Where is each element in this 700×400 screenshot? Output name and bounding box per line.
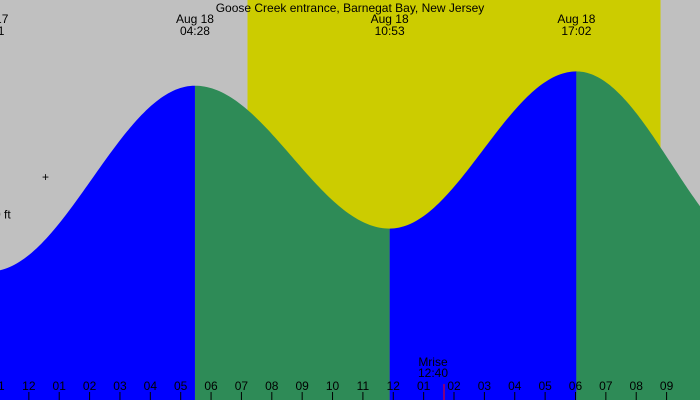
moonrise-time: 12:40 <box>418 366 448 380</box>
hour-tick-label: 12 <box>22 379 36 393</box>
hour-tick-label: 05 <box>538 379 552 393</box>
hour-tick-label: 06 <box>204 379 218 393</box>
hour-tick-label: 11 <box>357 379 370 393</box>
chart-title: Goose Creek entrance, Barnegat Bay, New … <box>216 1 485 15</box>
hour-tick-label: 03 <box>113 379 127 393</box>
hour-tick-label: 02 <box>447 379 461 393</box>
hour-tick-label: 11 <box>0 379 5 393</box>
hour-tick-label: 12 <box>387 379 401 393</box>
hour-tick-labels: 11 12 01 02 03 04 05 06 07 08 09 10 11 12 01 02 03 04 05 06… <box>0 379 674 393</box>
current-level-marker: + <box>42 170 49 184</box>
hour-tick-label: 06 <box>569 379 583 393</box>
extreme-time-label: 22:21 <box>0 24 5 38</box>
hour-tick-label: 07 <box>235 379 249 393</box>
hour-tick-label: 01 <box>53 379 67 393</box>
falling-tide-area <box>194 85 390 400</box>
extreme-time-label: 17:02 <box>561 24 591 38</box>
hour-tick-label: 09 <box>660 379 674 393</box>
extreme-date-label: Aug 18 <box>557 12 595 26</box>
hour-tick-label: 04 <box>508 379 522 393</box>
rising-tide-area <box>389 71 577 400</box>
extreme-time-label: 04:28 <box>180 24 210 38</box>
hour-tick-label: 02 <box>83 379 97 393</box>
hour-ticks <box>28 384 668 400</box>
hour-tick-label: 09 <box>295 379 309 393</box>
extreme-date-label: Aug 17 <box>0 12 9 26</box>
hour-tick-label: 08 <box>265 379 279 393</box>
moonrise-label: Mrise <box>418 355 448 369</box>
extreme-date-label: Aug 18 <box>176 12 214 26</box>
tide-areas <box>0 71 700 400</box>
extreme-time-label: 10:53 <box>375 24 405 38</box>
zero-level-label: 0 ft <box>0 207 11 221</box>
rising-tide-area <box>0 85 195 400</box>
hour-tick-label: 05 <box>174 379 188 393</box>
hour-tick-label: 04 <box>144 379 158 393</box>
hour-tick-label: 03 <box>478 379 492 393</box>
hour-tick-label: 01 <box>417 379 431 393</box>
hour-tick-label: 08 <box>630 379 644 393</box>
extreme-date-label: Aug 18 <box>371 12 409 26</box>
hour-tick-label: 07 <box>599 379 613 393</box>
falling-tide-area <box>576 71 700 400</box>
hour-tick-label: 10 <box>326 379 340 393</box>
